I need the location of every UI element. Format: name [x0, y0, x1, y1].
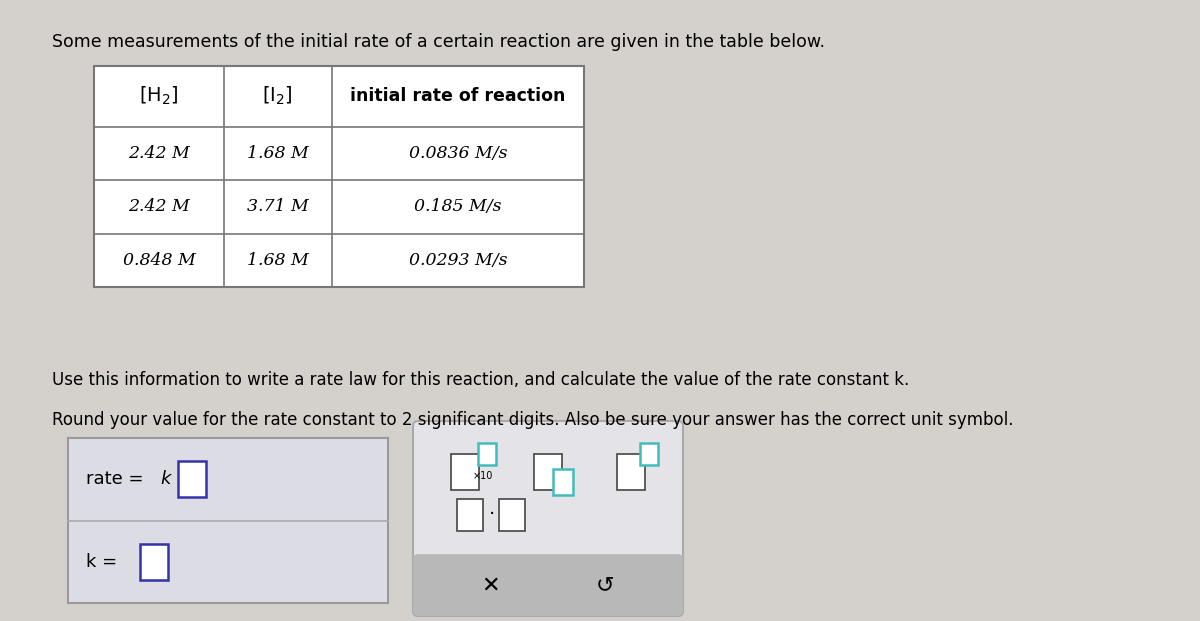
FancyBboxPatch shape — [413, 554, 683, 616]
Text: 2.42 M: 2.42 M — [128, 199, 190, 215]
Bar — [418, 559, 678, 585]
Text: ✕: ✕ — [481, 575, 500, 595]
Text: initial rate of reaction: initial rate of reaction — [350, 87, 565, 105]
Text: k =: k = — [86, 553, 122, 571]
Text: Use this information to write a rate law for this reaction, and calculate the va: Use this information to write a rate law… — [52, 371, 910, 389]
Text: ×10: ×10 — [473, 471, 493, 481]
Bar — [451, 454, 479, 490]
Text: k: k — [160, 470, 170, 488]
Text: ·: · — [488, 505, 496, 524]
Text: $[\mathrm{I_2}]$: $[\mathrm{I_2}]$ — [263, 85, 293, 107]
Bar — [478, 443, 496, 465]
Bar — [94, 66, 584, 288]
Text: 0.0293 M/s: 0.0293 M/s — [408, 252, 508, 269]
Text: 2.42 M: 2.42 M — [128, 145, 190, 162]
Text: Round your value for the rate constant to 2 significant digits. Also be sure you: Round your value for the rate constant t… — [52, 411, 1014, 429]
Text: 1.68 M: 1.68 M — [247, 252, 308, 269]
Text: 0.848 M: 0.848 M — [122, 252, 196, 269]
Text: 0.0836 M/s: 0.0836 M/s — [408, 145, 508, 162]
Bar — [534, 454, 562, 490]
Bar — [641, 443, 658, 465]
FancyBboxPatch shape — [413, 421, 683, 616]
Bar — [617, 454, 646, 490]
Text: Some measurements of the initial rate of a certain reaction are given in the tab: Some measurements of the initial rate of… — [52, 33, 826, 51]
Text: 0.185 M/s: 0.185 M/s — [414, 199, 502, 215]
Bar — [457, 499, 482, 531]
Bar — [68, 438, 388, 603]
Text: 1.68 M: 1.68 M — [247, 145, 308, 162]
Bar — [140, 544, 168, 580]
Text: rate =: rate = — [86, 470, 149, 488]
Bar — [553, 469, 574, 496]
Text: 3.71 M: 3.71 M — [247, 199, 308, 215]
Text: ↺: ↺ — [596, 575, 614, 595]
Bar — [499, 499, 524, 531]
Bar — [178, 461, 206, 497]
Text: $[\mathrm{H_2}]$: $[\mathrm{H_2}]$ — [139, 85, 179, 107]
